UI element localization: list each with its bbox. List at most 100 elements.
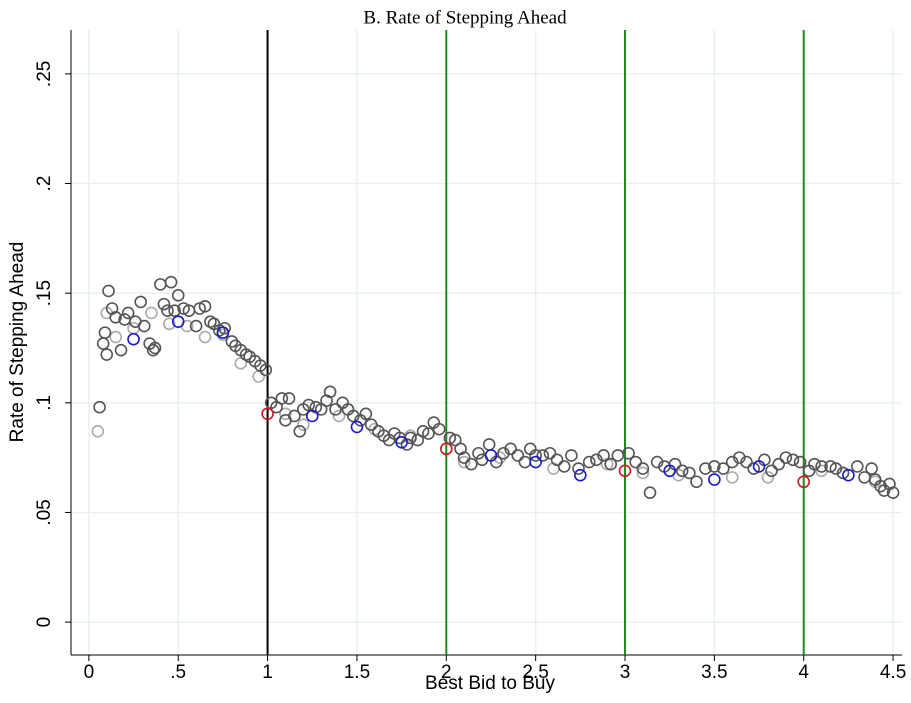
point (572, 462, 585, 475)
point (168, 304, 181, 318)
point (114, 343, 128, 357)
y-tick-label: 0 (34, 617, 55, 628)
point (323, 385, 337, 399)
x-tick-label: .5 (170, 662, 186, 683)
y-tick-label: .15 (34, 280, 55, 306)
point (482, 438, 496, 451)
point (305, 409, 319, 423)
point (154, 278, 167, 291)
point (109, 330, 122, 344)
point (786, 453, 800, 467)
y-axis-label: Rate of Stepping Ahead (7, 242, 28, 443)
point (329, 403, 342, 416)
point (282, 392, 296, 405)
point (543, 446, 557, 460)
point (650, 455, 664, 469)
point (252, 370, 265, 383)
point (148, 341, 162, 355)
point (422, 427, 435, 440)
point (100, 348, 114, 361)
point (472, 446, 485, 460)
point (157, 297, 171, 311)
point (261, 407, 274, 421)
point (137, 319, 151, 333)
point (98, 326, 112, 339)
point (432, 422, 446, 436)
point (663, 464, 676, 478)
point (604, 457, 618, 471)
point (457, 451, 471, 464)
point (350, 420, 364, 434)
point (529, 449, 542, 462)
point (808, 457, 821, 471)
point (886, 486, 900, 500)
point (622, 446, 635, 460)
x-tick-label: 3.5 (701, 662, 727, 683)
point (145, 306, 158, 320)
point (699, 462, 712, 475)
point (364, 418, 378, 432)
point (275, 392, 289, 405)
point (793, 455, 807, 469)
point (779, 451, 793, 464)
point (96, 337, 110, 350)
point (772, 457, 785, 471)
point (302, 398, 315, 412)
point (636, 466, 650, 480)
point (146, 343, 160, 357)
point (536, 449, 550, 462)
y-tick-label: .25 (34, 61, 55, 87)
point (93, 400, 106, 414)
x-tick-label: 4 (798, 662, 809, 683)
point (582, 455, 596, 469)
point (597, 449, 610, 462)
point (708, 473, 721, 486)
point (171, 315, 185, 328)
point (457, 455, 471, 469)
point (675, 464, 689, 478)
point (297, 418, 310, 432)
point (815, 460, 828, 473)
point (511, 449, 525, 462)
point (752, 460, 766, 473)
point (162, 317, 176, 331)
point (198, 330, 212, 344)
point (102, 284, 115, 298)
point (643, 486, 657, 500)
point (565, 449, 578, 462)
point (629, 455, 643, 469)
point (497, 446, 510, 460)
x-tick-label: 1.5 (344, 662, 370, 683)
point (557, 460, 571, 473)
point (725, 471, 739, 484)
point (725, 455, 739, 469)
point (198, 300, 212, 313)
point (829, 462, 843, 475)
x-tick-label: 0 (84, 662, 95, 683)
point (359, 407, 373, 421)
point (216, 326, 230, 339)
y-tick-label: .1 (34, 395, 55, 411)
x-axis-label: Best Bid to Buy (425, 673, 555, 694)
point (395, 435, 408, 449)
point (765, 464, 778, 478)
point (439, 442, 453, 456)
point (865, 462, 878, 475)
point (332, 409, 346, 423)
point (740, 455, 753, 469)
point (288, 409, 301, 423)
point (842, 468, 855, 482)
x-tick-label: 1 (262, 662, 273, 683)
point (259, 363, 273, 377)
x-tick-label: 3 (620, 662, 631, 683)
y-tick-label: .05 (34, 499, 55, 525)
point (574, 468, 587, 482)
point (504, 442, 517, 456)
point (851, 460, 864, 473)
x-tick-label: 4.5 (880, 662, 906, 683)
point (529, 455, 542, 469)
point (161, 304, 174, 318)
point (484, 449, 498, 462)
chart-title: B. Rate of Stepping Ahead (363, 7, 567, 28)
